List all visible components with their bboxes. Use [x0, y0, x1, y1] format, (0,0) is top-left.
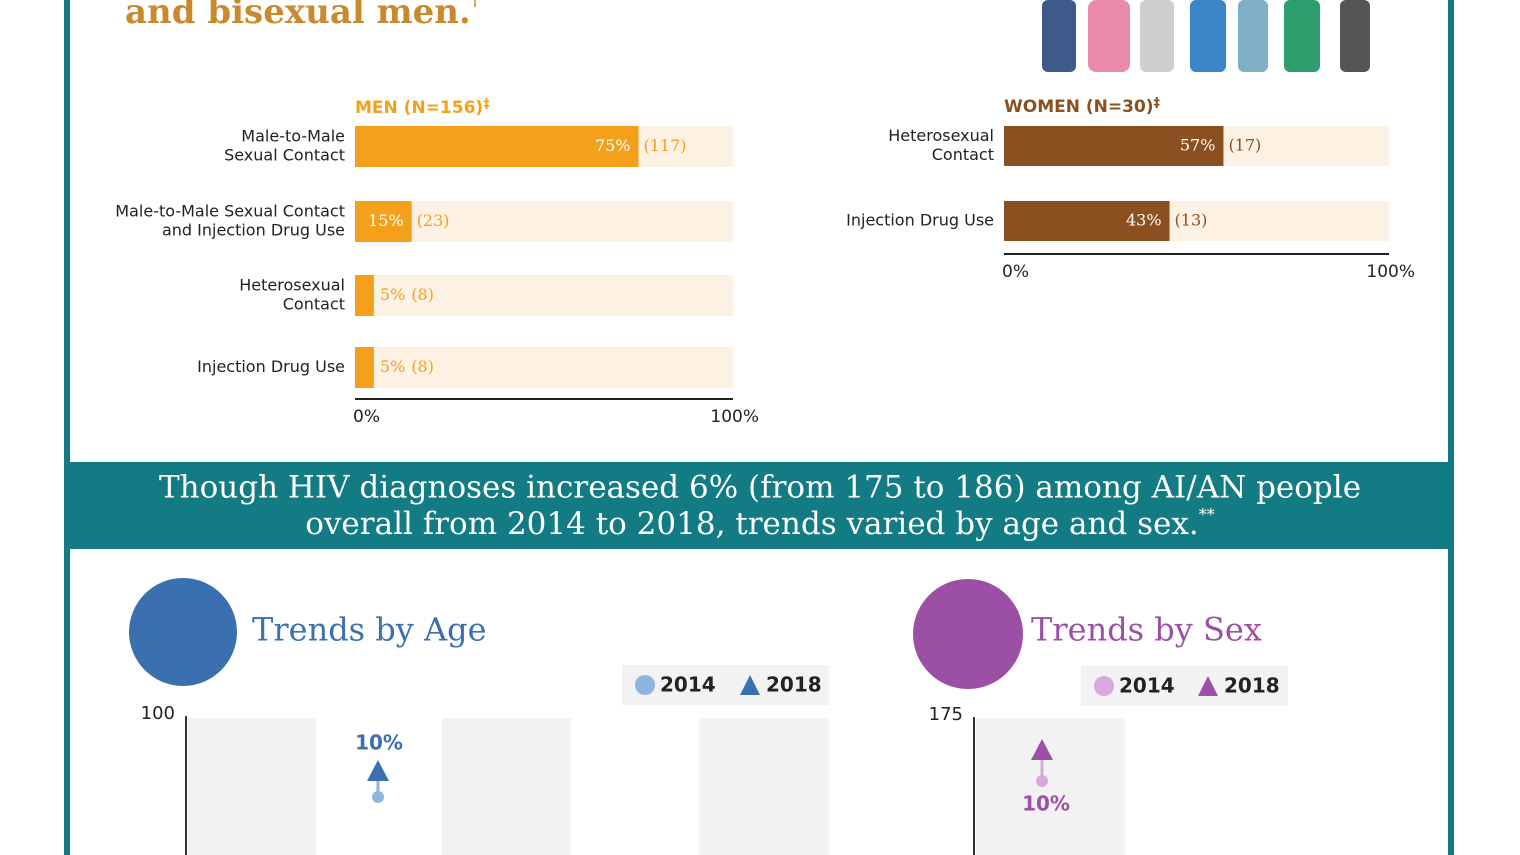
bar-track: [355, 201, 733, 242]
x-tick-label: 100%: [710, 407, 759, 427]
banner: [64, 462, 1454, 549]
column-bg: [699, 718, 829, 855]
legend-label: 2014: [660, 673, 716, 697]
column-bg: [442, 718, 571, 855]
heading-text: and bisexual men.: [125, 0, 471, 32]
category-label: Injection Drug Use: [846, 211, 994, 230]
legend-label: 2018: [1224, 674, 1280, 698]
banner-mark: **: [1199, 505, 1215, 524]
count-label: (8): [411, 357, 434, 376]
x-tick-label: 100%: [1366, 262, 1415, 282]
count-label: (117): [644, 136, 687, 155]
count-label: (13): [1175, 211, 1208, 230]
bar: [1004, 126, 1224, 166]
heading-mark: †: [471, 0, 479, 9]
legend-triangle: [1198, 676, 1218, 696]
frame-left: [64, 0, 70, 855]
legend-label: 2018: [766, 673, 822, 697]
column-bg: [976, 718, 1125, 855]
chart-title: WOMEN (N=30)‡: [1004, 96, 1161, 118]
x-tick-label: 0%: [1002, 262, 1029, 282]
legend-circle: [635, 675, 655, 695]
bar: [355, 126, 639, 167]
annotation: 10%: [355, 731, 403, 755]
category-label: Male-to-Male: [241, 127, 345, 146]
bar: [355, 347, 374, 388]
category-label: and Injection Drug Use: [162, 221, 345, 240]
banner-text: overall from 2014 to 2018, trends varied…: [305, 506, 1198, 542]
bar: [355, 201, 412, 242]
count-label: (23): [417, 211, 450, 230]
x-tick-label: 0%: [353, 407, 380, 427]
count-label: (17): [1228, 136, 1261, 155]
category-label: Heterosexual: [239, 276, 345, 295]
point-2014: [1036, 775, 1048, 787]
people-illustration: [1042, 0, 1370, 72]
age-icon: [129, 578, 237, 686]
value-label: 5%: [380, 285, 405, 304]
annotation: 10%: [1022, 792, 1070, 816]
chart-title: MEN (N=156)‡: [355, 97, 490, 119]
age-title: Trends by Age: [252, 611, 487, 649]
category-label: Injection Drug Use: [197, 357, 345, 376]
legend-box: [622, 665, 829, 705]
value-label: 57%: [1180, 136, 1216, 155]
legend-triangle: [740, 675, 760, 695]
column-bg: [188, 718, 316, 855]
y-tick-label: 175: [929, 704, 963, 725]
chart-title-text: WOMEN (N=30): [1004, 97, 1154, 117]
y-tick-label: 100: [141, 703, 175, 724]
value-label: 43%: [1126, 211, 1162, 230]
sex-title: Trends by Sex: [1031, 611, 1262, 649]
bar-track: [355, 275, 733, 316]
category-label: Heterosexual: [888, 126, 994, 145]
heading: and bisexual men.†: [125, 0, 479, 32]
banner-line: overall from 2014 to 2018, trends varied…: [305, 505, 1214, 542]
value-label: 75%: [595, 136, 631, 155]
value-label: 5%: [380, 357, 405, 376]
category-label: Sexual Contact: [224, 146, 345, 165]
frame-right: [1448, 0, 1454, 855]
point-2014: [372, 791, 384, 803]
point-2018: [367, 760, 389, 781]
bar: [355, 275, 374, 316]
sex-icon: [913, 579, 1023, 689]
value-label: 15%: [368, 211, 404, 230]
category-label: Contact: [932, 145, 994, 164]
category-label: Male-to-Male Sexual Contact: [115, 202, 345, 221]
point-2018: [1031, 739, 1053, 760]
legend-circle: [1094, 676, 1114, 696]
legend-label: 2014: [1119, 674, 1175, 698]
bar: [1004, 201, 1170, 241]
chart-title-mark: ‡: [1154, 96, 1161, 111]
chart-title-text: MEN (N=156): [355, 98, 483, 118]
chart-title-mark: ‡: [483, 97, 490, 112]
bar-track: [355, 347, 733, 388]
count-label: (8): [411, 285, 434, 304]
banner-line: Though HIV diagnoses increased 6% (from …: [159, 470, 1361, 506]
legend-box: [1081, 666, 1288, 706]
category-label: Contact: [283, 295, 345, 314]
